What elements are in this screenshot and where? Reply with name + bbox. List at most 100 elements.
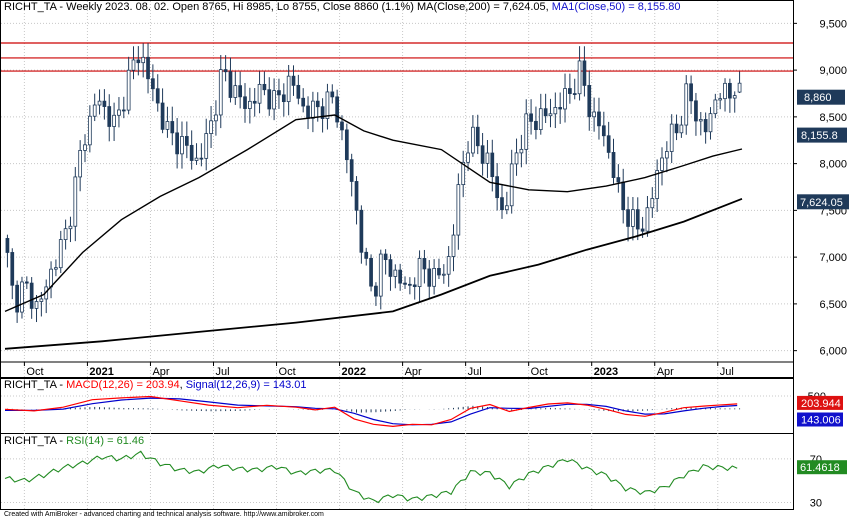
candle	[165, 106, 170, 138]
candle-body	[58, 239, 63, 269]
candle	[311, 91, 315, 133]
candle	[68, 216, 73, 243]
candle-body	[684, 83, 689, 126]
candle-body	[461, 161, 466, 186]
candle	[616, 164, 621, 193]
candle	[408, 277, 412, 295]
candle-body	[102, 100, 107, 107]
candle	[228, 57, 233, 103]
candle-body	[582, 60, 587, 86]
candle	[718, 93, 723, 110]
rsi-line	[4, 450, 738, 504]
candle-body	[340, 121, 344, 131]
macd-value-tag: 203.944	[797, 395, 843, 410]
candle-body	[563, 88, 567, 110]
candle-body	[257, 83, 262, 104]
candle-body	[558, 107, 563, 110]
candle-body	[175, 132, 179, 155]
candle	[592, 97, 596, 132]
resistance-lines	[1, 42, 793, 72]
candle-body	[679, 124, 684, 134]
candle-body	[631, 209, 635, 227]
candle-body	[112, 114, 116, 127]
price-tick-label: 6,500	[819, 299, 847, 311]
candle-body	[311, 100, 315, 119]
candle	[141, 43, 146, 78]
candle	[262, 71, 267, 96]
x-tick-label: Oct	[279, 366, 296, 378]
candle-body	[427, 268, 432, 287]
candle	[504, 191, 509, 215]
candle	[597, 97, 601, 140]
price-candles	[5, 43, 742, 323]
close-value-tag-text: 8,860	[804, 92, 832, 104]
candle	[446, 246, 451, 287]
date-axis: Oct 2021 Apr Jul Oct 2022 Apr Jul Oct 2023 Apr Jul	[0, 361, 793, 378]
candle-body	[485, 152, 490, 164]
vertical-gridlines	[23, 1, 719, 509]
candle-body	[635, 209, 640, 230]
candle	[286, 64, 291, 116]
candle-body	[364, 251, 369, 259]
candle	[320, 98, 325, 133]
candle	[344, 123, 349, 174]
candle-body	[151, 78, 155, 90]
signal-legend: Signal(12,26,9) = 143.01	[185, 379, 307, 391]
x-tick-label: Oct	[26, 366, 43, 378]
candle	[563, 73, 567, 123]
candle-body	[495, 176, 499, 199]
candle-body	[24, 281, 29, 284]
candle-body	[330, 91, 335, 98]
candle	[277, 78, 281, 109]
candle	[684, 75, 689, 135]
candle	[611, 138, 616, 184]
candle-body	[732, 95, 737, 99]
candle	[112, 102, 116, 141]
candle	[728, 78, 732, 113]
candle-body	[165, 121, 170, 130]
x-tick-label: Apr	[657, 366, 674, 378]
candle-body	[664, 151, 669, 159]
candle-body	[146, 56, 150, 80]
candle	[160, 88, 165, 134]
candle-body	[553, 107, 558, 115]
candle	[257, 71, 262, 114]
candle	[291, 65, 296, 96]
candle-body	[20, 281, 24, 313]
candle	[655, 159, 660, 212]
candle	[354, 176, 359, 225]
x-tick-label: Apr	[152, 366, 169, 378]
candle	[621, 168, 626, 224]
candle-body	[504, 205, 509, 211]
candle-body	[660, 157, 664, 171]
candle	[558, 92, 563, 124]
candle-body	[262, 83, 267, 91]
candle-body	[548, 113, 553, 117]
candle	[364, 247, 369, 266]
candle	[194, 143, 199, 165]
candle	[587, 70, 592, 131]
candle-body	[189, 144, 194, 161]
moving-averages	[4, 114, 743, 350]
candle-body	[277, 90, 281, 96]
candle-body	[218, 69, 223, 116]
candle-body	[97, 100, 102, 106]
candle	[29, 277, 34, 319]
candle	[378, 249, 383, 310]
rsi-panel-header: RICHT_TA - RSI(14) = 61.46	[4, 435, 145, 447]
candle-body	[87, 115, 92, 146]
candle	[461, 150, 466, 198]
candle	[58, 230, 63, 274]
candle	[524, 99, 529, 165]
ma50-line	[4, 114, 743, 313]
candle-body	[68, 225, 73, 230]
candle	[393, 264, 398, 289]
candle-body	[718, 98, 723, 101]
candle	[184, 121, 189, 159]
candle	[10, 248, 15, 300]
candle	[572, 78, 577, 100]
candle	[155, 74, 160, 112]
